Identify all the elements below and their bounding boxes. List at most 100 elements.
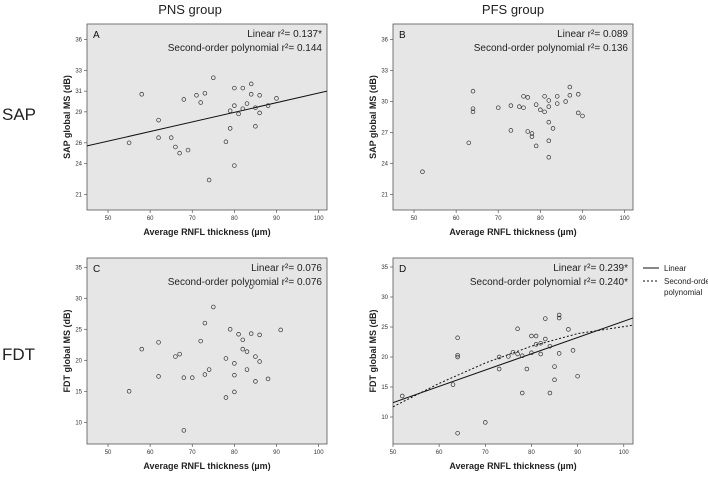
data-point-d-0: [399, 393, 405, 399]
points-c: [126, 284, 283, 433]
x-axis-label-a: Average RNFL thickness (µm): [143, 227, 270, 237]
data-point-b-13: [529, 134, 535, 139]
data-point-d-19: [533, 333, 539, 339]
x-tick-label-d-3: 80: [528, 450, 535, 456]
data-point-a-12: [206, 177, 212, 183]
x-tick-label-a-5: 100: [314, 216, 325, 222]
data-point-a-27: [253, 105, 258, 110]
data-point-b-30: [567, 93, 573, 98]
x-tick-label-d-1: 60: [436, 450, 443, 456]
stat-label-d-1: Second-order polynomial r²= 0.240*: [470, 277, 628, 288]
data-point-b-12: [525, 95, 530, 100]
data-point-d-27: [552, 377, 557, 383]
data-point-d-22: [543, 336, 548, 342]
data-point-d-33: [575, 373, 580, 379]
chart-panel-a: A Linear r²= 0.137* Second-order polynomia…: [62, 23, 328, 237]
data-point-d-11: [515, 351, 520, 357]
data-point-c-12: [206, 367, 212, 372]
data-point-c-25: [248, 331, 254, 336]
stat-label-a-1: Second-order polynomial r²= 0.144: [168, 43, 323, 54]
x-tick-label-a-4: 90: [273, 216, 280, 222]
data-point-b-1: [466, 140, 472, 146]
x-tick-label-d-0: 50: [390, 450, 397, 456]
data-point-c-13: [211, 304, 216, 310]
data-point-a-5: [173, 144, 178, 150]
points-d: [399, 312, 580, 436]
data-point-a-31: [274, 96, 279, 101]
data-point-a-6: [177, 150, 182, 156]
data-point-d-4: [455, 335, 460, 341]
data-point-c-21: [240, 346, 246, 352]
data-point-a-20: [236, 111, 241, 117]
data-point-a-14: [223, 139, 229, 145]
chart-panel-c: C Linear r²= 0.076 Second-order polynomial…: [62, 257, 328, 471]
x-tick-label-c-2: 70: [189, 450, 196, 456]
x-tick-label-a-1: 60: [147, 216, 154, 222]
data-point-c-5: [177, 351, 182, 357]
data-point-a-2: [156, 117, 161, 123]
data-point-c-16: [227, 327, 233, 332]
y-tick-label-d-4: 30: [381, 295, 388, 301]
data-point-a-23: [244, 101, 250, 106]
legend-polynomial-label-2: polynomial: [664, 288, 702, 297]
data-point-d-9: [506, 354, 511, 359]
data-point-d-10: [510, 349, 516, 355]
y-tick-label-c-0: 10: [75, 420, 82, 426]
y-tick-label-b-2: 27: [381, 131, 388, 137]
row-header-fdt: FDT: [2, 345, 35, 364]
legend-linear-label: Linear: [664, 264, 687, 273]
x-tick-label-a-2: 70: [189, 216, 196, 222]
y-axis-label-a: SAP global MS (dB): [62, 75, 72, 159]
data-point-d-30: [556, 351, 562, 356]
stat-label-c-0: Linear r²= 0.076: [251, 263, 322, 274]
x-tick-label-b-2: 70: [495, 216, 502, 222]
data-point-d-21: [538, 351, 543, 357]
data-point-a-29: [257, 110, 262, 116]
data-point-d-14: [519, 390, 525, 396]
data-point-c-18: [232, 389, 237, 395]
data-point-b-24: [546, 155, 552, 160]
column-header-pns: PNS group: [158, 2, 222, 17]
data-point-b-26: [554, 94, 560, 99]
y-tick-label-b-1: 24: [381, 162, 388, 168]
data-point-c-22: [240, 337, 246, 343]
x-tick-label-c-5: 100: [314, 450, 325, 456]
data-point-b-0: [420, 169, 425, 175]
y-tick-label-c-5: 35: [75, 265, 82, 271]
data-point-c-4: [173, 354, 178, 359]
plot-area-a: [86, 23, 328, 211]
y-tick-label-b-3: 30: [381, 100, 388, 106]
y-axis-label-d: FDT global MS (dB): [368, 310, 378, 393]
plot-area-c: [86, 257, 328, 445]
data-point-b-9: [521, 105, 526, 110]
data-point-b-17: [538, 107, 543, 113]
data-point-a-1: [139, 92, 144, 97]
data-point-d-26: [552, 364, 557, 369]
fit-lines-d: [393, 317, 633, 408]
y-axis-label-c: FDT global MS (dB): [62, 310, 72, 393]
data-point-d-24: [547, 390, 553, 396]
data-point-d-7: [496, 354, 502, 360]
data-point-c-20: [236, 332, 241, 337]
linear-fit-line-d: [393, 317, 633, 404]
data-point-b-33: [580, 113, 585, 119]
data-point-b-15: [533, 143, 539, 149]
data-point-d-6: [483, 420, 488, 425]
legend-polynomial-label-1: Second-order: [664, 277, 708, 286]
data-point-b-3: [470, 106, 476, 111]
x-tick-label-d-2: 70: [482, 450, 489, 456]
data-point-a-18: [232, 103, 237, 108]
data-point-a-7: [181, 97, 187, 102]
stat-label-b-1: Second-order polynomial r²= 0.136: [474, 43, 629, 54]
x-axis-label-c: Average RNFL thickness (µm): [143, 461, 270, 471]
y-tick-label-d-0: 10: [381, 415, 388, 421]
data-point-b-2: [470, 88, 476, 94]
data-point-a-15: [227, 126, 233, 131]
stat-label-d-0: Linear r²= 0.239*: [553, 263, 628, 274]
data-point-a-19: [232, 163, 237, 168]
data-point-c-1: [139, 346, 144, 352]
data-point-a-0: [126, 140, 132, 146]
data-point-c-11: [202, 320, 208, 326]
panel-label-a: A: [93, 30, 100, 41]
